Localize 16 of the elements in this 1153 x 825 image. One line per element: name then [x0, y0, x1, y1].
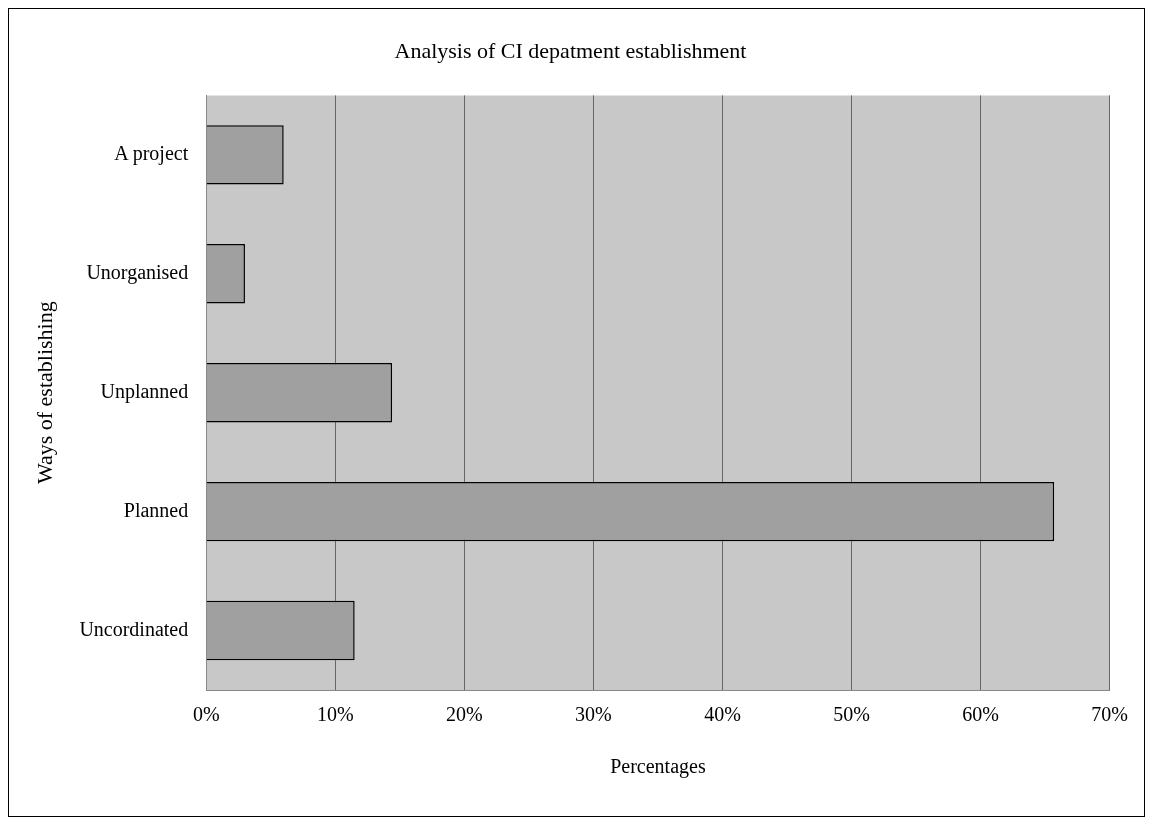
x-tick-label: 20% [446, 703, 483, 726]
x-tick-label: 60% [962, 703, 999, 726]
x-tick-label: 0% [192, 703, 220, 726]
y-tick-label: Unplanned [100, 379, 189, 403]
x-tick-label: 10% [316, 703, 354, 726]
x-tick-label: 30% [575, 703, 612, 726]
y-axis-title: Ways of establishing [31, 301, 57, 485]
y-tick-label: Uncordinated [79, 617, 189, 640]
x-tick-label: 70% [1091, 703, 1129, 726]
x-tick-label: 50% [833, 703, 870, 726]
y-tick-label: Unorganised [86, 261, 189, 285]
y-tick-label: A project [114, 142, 189, 166]
x-axis-title: Percentages [610, 755, 706, 779]
chart-title: Analysis of CI depatment establishment [394, 37, 747, 63]
y-tick-label: Planned [123, 498, 189, 521]
x-tick-label: 40% [704, 703, 741, 726]
